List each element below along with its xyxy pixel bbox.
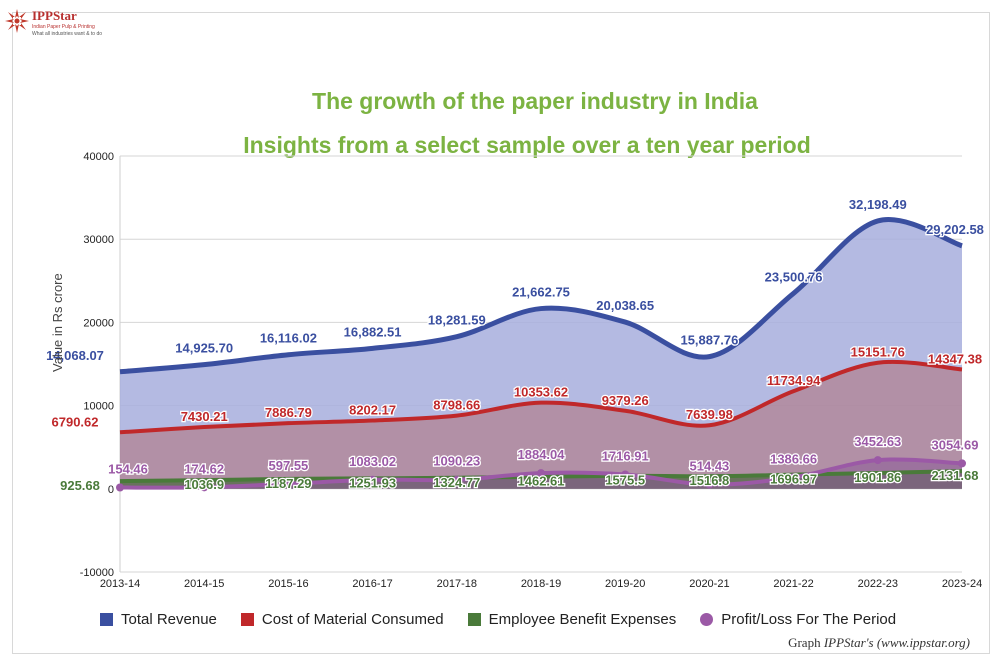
x-tick-label: 2020-21 (689, 578, 729, 590)
profit-loss-data-label: 154.46 (108, 462, 148, 477)
profit-loss-point (705, 480, 714, 489)
profit-loss-data-label: 174.62 (184, 461, 224, 476)
profit-loss-point (116, 483, 124, 492)
employee-benefit-data-label: 1187.29 (265, 476, 311, 491)
total-revenue-data-label: 14,068.07 (46, 348, 104, 363)
legend-item-cost-of-material: Cost of Material Consumed (240, 611, 444, 628)
employee-benefit-data-label: 925.68 (60, 478, 100, 493)
legend-item-employee-benefit: Employee Benefit Expenses (467, 611, 677, 628)
profit-loss-point (621, 470, 630, 479)
employee-benefit-data-label: 1036.9 (184, 477, 224, 492)
logo-name: IPPStar (32, 8, 77, 23)
legend-label: Profit/Loss For The Period (721, 611, 897, 628)
cost-of-material-data-label: 14347.38 (928, 351, 982, 366)
legend-item-total-revenue: Total Revenue (100, 611, 217, 628)
cost-of-material-data-label: 10353.62 (514, 385, 568, 400)
employee-benefit-data-label: 2131.68 (932, 468, 979, 483)
employee-benefit-data-label: 1696.97 (770, 472, 817, 487)
profit-loss-point (873, 456, 882, 465)
legend-swatch (467, 613, 481, 626)
brand-logo: IPPStar Indian Paper Pulp & Printing Wha… (4, 6, 124, 46)
total-revenue-data-label: 29,202.58 (926, 222, 984, 237)
chart-title: The growth of the paper industry in Indi… (312, 88, 758, 114)
profit-loss-point (452, 475, 461, 484)
profit-loss-data-label: 1716.91 (602, 449, 649, 464)
cost-of-material-data-label: 8798.66 (433, 398, 480, 413)
y-axis-label: Value in Rs crore (50, 273, 65, 372)
cost-of-material-data-label: 8202.17 (349, 403, 396, 418)
cost-of-material-data-label: 7886.79 (265, 405, 312, 420)
profit-loss-point (958, 459, 966, 468)
profit-loss-data-label: 597.55 (269, 458, 309, 473)
y-tick-label: -10000 (80, 567, 114, 579)
profit-loss-point (200, 483, 209, 492)
employee-benefit-data-label: 1251.93 (349, 475, 396, 490)
x-tick-label: 2019-20 (605, 578, 645, 590)
employee-benefit-data-label: 1516.8 (690, 473, 730, 488)
chart-credit: Graph IPPStar's (www.ippstar.org) (788, 635, 970, 651)
x-tick-label: 2023-24 (942, 578, 982, 590)
x-tick-label: 2015-16 (268, 578, 308, 590)
cost-of-material-data-label: 7639.98 (686, 407, 733, 422)
profit-loss-data-label: 3054.69 (932, 437, 979, 452)
employee-benefit-data-label: 1575.5 (605, 473, 645, 488)
cost-of-material-data-label: 11734.94 (767, 373, 821, 388)
legend-item-profit-loss: Profit/Loss For The Period (700, 611, 896, 628)
y-tick-label: 10000 (83, 401, 114, 413)
chart-legend: Total Revenue Cost of Material Consumed Em… (100, 611, 920, 628)
x-tick-label: 2016-17 (352, 578, 392, 590)
profit-loss-point (537, 469, 545, 478)
y-tick-label: 20000 (83, 317, 114, 329)
profit-loss-data-label: 1083.02 (349, 454, 396, 469)
profit-loss-point (284, 479, 293, 488)
legend-swatch (100, 613, 113, 626)
x-tick-label: 2014-15 (184, 578, 224, 590)
profit-loss-data-label: 514.43 (690, 459, 730, 474)
y-tick-label: 0 (108, 484, 114, 496)
x-tick-label: 2022-23 (858, 578, 898, 590)
x-tick-label: 2021-22 (773, 578, 813, 590)
logo-star-icon (5, 9, 29, 33)
legend-label: Total Revenue (121, 611, 217, 628)
logo-tagline-secondary: What all industries want & to do (32, 31, 103, 37)
total-revenue-data-label: 32,198.49 (849, 197, 907, 212)
chart-subtitle: Insights from a select sample over a ten… (243, 132, 811, 158)
cost-of-material-data-label: 15151.76 (851, 345, 905, 360)
total-revenue-data-label: 15,887.76 (680, 333, 738, 348)
profit-loss-data-label: 1386.66 (770, 451, 817, 466)
total-revenue-data-label: 14,925.70 (175, 341, 233, 356)
legend-swatch (240, 613, 254, 626)
y-tick-label: 40000 (83, 151, 114, 163)
profit-loss-point (368, 475, 377, 484)
employee-benefit-data-label: 1324.77 (433, 475, 480, 490)
total-revenue-data-label: 16,882.51 (344, 324, 402, 339)
profit-loss-data-label: 1090.23 (433, 454, 480, 469)
cost-of-material-area (120, 361, 962, 489)
cost-of-material-data-label: 6790.62 (52, 414, 99, 429)
legend-label: Cost of Material Consumed (261, 611, 444, 628)
legend-swatch (700, 613, 714, 626)
total-revenue-data-label: 21,662.75 (512, 285, 570, 300)
x-tick-label: 2018-19 (521, 578, 561, 590)
total-revenue-data-label: 20,038.65 (596, 298, 654, 313)
total-revenue-data-label: 16,116.02 (260, 331, 317, 346)
total-revenue-data-label: 23,500.76 (765, 269, 823, 284)
profit-loss-data-label: 3452.63 (854, 434, 901, 449)
logo-tagline: Indian Paper Pulp & Printing (32, 24, 95, 30)
profit-loss-point (789, 473, 798, 482)
employee-benefit-data-label: 1462.61 (518, 474, 565, 489)
cost-of-material-data-label: 9379.26 (602, 393, 649, 408)
x-tick-label: 2017-18 (437, 578, 477, 590)
x-tick-label: 2013-14 (100, 578, 140, 590)
legend-label: Employee Benefit Expenses (488, 611, 677, 628)
employee-benefit-data-label: 1901.86 (854, 470, 901, 485)
profit-loss-data-label: 1884.04 (518, 447, 566, 462)
credit-source: IPPStar's (www.ippstar.org) (823, 635, 970, 650)
total-revenue-data-label: 18,281.59 (428, 313, 486, 328)
y-tick-label: 30000 (83, 234, 114, 246)
cost-of-material-data-label: 7430.21 (181, 409, 228, 424)
credit-prefix: Graph (788, 635, 824, 650)
